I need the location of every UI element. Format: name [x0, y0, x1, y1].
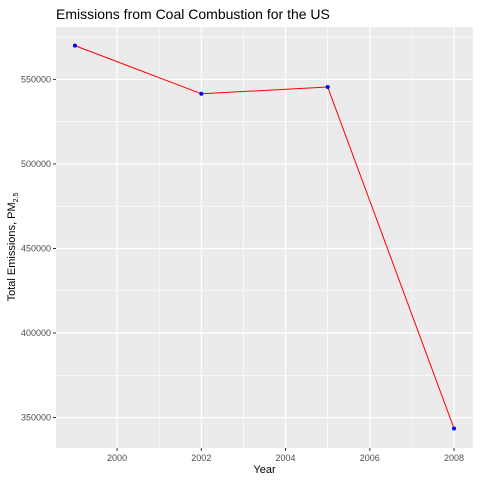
x-tick-label: 2008: [444, 453, 464, 463]
y-tick-label: 550000: [21, 74, 51, 84]
x-tick-label: 2000: [107, 453, 127, 463]
y-tick-label: 400000: [21, 328, 51, 338]
chart-title: Emissions from Coal Combustion for the U…: [56, 6, 330, 22]
grid-lines: [56, 27, 473, 448]
x-axis: 2000 2002 2004 2006 2008: [107, 448, 464, 463]
data-point: [452, 426, 457, 431]
series-line: [74, 45, 455, 429]
y-axis: 350000 400000 450000 500000 550000: [21, 74, 56, 423]
y-tick-label: 450000: [21, 243, 51, 253]
y-axis-title: Total Emissions, PM2.5: [6, 193, 20, 302]
data-series: [72, 43, 457, 431]
y-tick-label: 350000: [21, 413, 51, 423]
data-point: [72, 43, 77, 48]
data-point: [325, 85, 330, 90]
x-axis-title: Year: [253, 464, 276, 476]
x-tick-label: 2006: [360, 453, 380, 463]
data-point: [199, 91, 204, 96]
y-tick-label: 500000: [21, 159, 51, 169]
plot-panel: [56, 27, 473, 448]
x-tick-label: 2002: [191, 453, 211, 463]
x-tick-label: 2004: [276, 453, 296, 463]
y-axis-title-main: Total Emissions, PM: [6, 202, 18, 301]
y-axis-title-subscript: 2.5: [13, 193, 20, 203]
